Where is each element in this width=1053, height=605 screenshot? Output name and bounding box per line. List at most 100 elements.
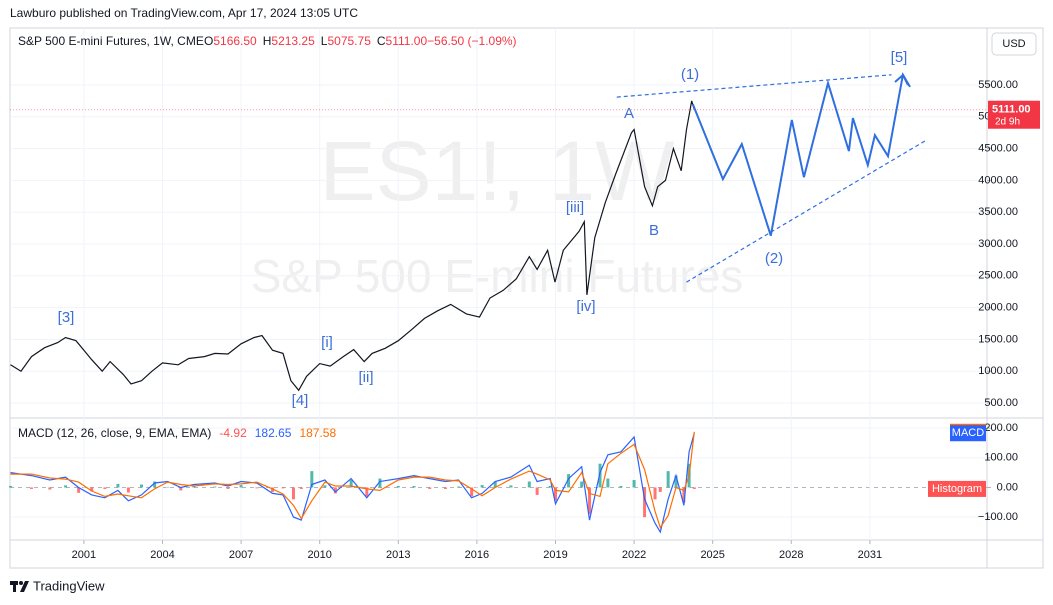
price-line xyxy=(10,100,695,392)
histogram-bar xyxy=(226,487,230,489)
histogram-bar xyxy=(396,485,400,488)
footer-brand: TradingView xyxy=(33,578,105,593)
histogram-bar xyxy=(412,485,416,488)
y-tick-label: 5500.00 xyxy=(978,79,1018,91)
histogram-bar xyxy=(126,487,130,493)
histogram-bar xyxy=(666,471,670,488)
y-tick-label: 4500.00 xyxy=(978,142,1018,154)
x-tick-label: 2028 xyxy=(779,549,803,561)
histogram-bar xyxy=(553,487,557,501)
arrow-head xyxy=(894,73,909,86)
x-tick-label: 2010 xyxy=(307,549,331,561)
histogram-bar xyxy=(77,487,81,493)
histogram-bar xyxy=(64,485,68,488)
histogram-bar xyxy=(48,487,52,490)
x-tick-label: 2019 xyxy=(543,549,567,561)
projection-line xyxy=(691,71,911,237)
ohlc-key: C xyxy=(377,34,386,48)
y-tick-label: 3000.00 xyxy=(978,238,1018,250)
histogram-bar xyxy=(323,485,327,488)
histogram-bar xyxy=(271,487,275,492)
histogram-bar xyxy=(535,487,539,495)
ohlc-key: L xyxy=(321,34,328,48)
histogram-bar xyxy=(480,485,484,488)
histogram-bar xyxy=(470,487,474,497)
wave-label: (1) xyxy=(681,66,699,83)
y-tick-label: 2000.00 xyxy=(978,301,1018,313)
wave-label: A xyxy=(624,105,634,122)
histogram-bar xyxy=(153,481,157,488)
ohlc-value: 5166.50 xyxy=(213,34,257,48)
last-price-box xyxy=(988,100,1040,129)
histogram-bar xyxy=(140,484,144,488)
wave-label: [iv] xyxy=(576,298,595,315)
histogram-bar xyxy=(567,474,571,488)
wave-label: [iii] xyxy=(566,199,584,216)
histogram-bar xyxy=(692,487,696,489)
histogram-bar xyxy=(588,487,592,515)
histogram-bar xyxy=(90,487,94,492)
y-tick-label: 2500.00 xyxy=(978,270,1018,282)
y-tick-label: 500.00 xyxy=(984,397,1018,409)
macd-line xyxy=(10,431,695,529)
histogram-bar xyxy=(29,487,33,489)
histogram-bar xyxy=(682,487,686,503)
x-tick-label: 2022 xyxy=(622,549,646,561)
histogram-bar xyxy=(632,480,636,488)
watermark-symbol: ES1!, 1W xyxy=(320,124,675,218)
histogram-bar xyxy=(378,478,382,488)
histogram-bar xyxy=(192,485,196,488)
y-tick-label: −100.00 xyxy=(978,511,1018,523)
x-tick-label: 2001 xyxy=(72,549,96,561)
histogram-bar xyxy=(9,485,13,488)
macd-legend-value: -4.92 xyxy=(219,426,247,440)
histogram-bar xyxy=(527,481,531,488)
wave-label: B xyxy=(649,222,659,239)
ohlc-value: 5111.00 xyxy=(386,34,428,48)
histogram-bar xyxy=(598,463,602,488)
currency-label[interactable]: USD xyxy=(1002,38,1025,50)
last-price-label: 5111.00 xyxy=(992,104,1031,116)
x-tick-label: 2025 xyxy=(700,549,724,561)
ohlc-value: 5075.75 xyxy=(327,34,371,48)
series-axis-box xyxy=(950,425,986,442)
histogram-bar xyxy=(606,478,610,488)
macd-line xyxy=(10,433,695,534)
histogram-bar xyxy=(166,486,170,488)
plot-area: 500.00 1000.00 1500.00 2000.00 2500.00 3000.0… xyxy=(9,28,1040,561)
y-tick-label: 3500.00 xyxy=(978,206,1018,218)
histogram-bar xyxy=(674,475,678,488)
x-tick-label: 2016 xyxy=(465,549,489,561)
histogram-bar xyxy=(493,481,497,488)
histogram-bar xyxy=(643,487,647,518)
series-axis-box xyxy=(928,480,986,497)
ohlc-value: −56.50 (−1.09%) xyxy=(427,34,516,48)
macd-legend-value: 182.65 xyxy=(255,426,292,440)
histogram-bar xyxy=(299,487,303,489)
histogram-bar xyxy=(365,487,369,497)
histogram-bar xyxy=(333,487,337,494)
trend-line xyxy=(616,74,892,98)
wave-label: [i] xyxy=(321,334,333,351)
legend-title: S&P 500 E-mini Futures, 1W, CME xyxy=(18,34,204,48)
histogram-bar xyxy=(255,487,259,489)
x-tick-label: 2031 xyxy=(858,549,882,561)
histogram-bar xyxy=(349,480,353,488)
ohlc-key: H xyxy=(263,34,272,48)
histogram-bar xyxy=(619,485,623,488)
histogram-bar xyxy=(116,483,120,488)
histogram-bar xyxy=(457,486,461,488)
frame xyxy=(9,27,1044,569)
series-axis-label: MACD xyxy=(952,427,984,439)
currency-button[interactable] xyxy=(991,32,1037,56)
ohlc-legend: O5166.50 H5213.25 L5075.75 C5111.00−56.50 (… xyxy=(204,34,517,48)
macd-legend: MACD (12, 26, close, 9, EMA, EMA) -4.92 18… xyxy=(18,426,336,440)
y-tick-label: 1000.00 xyxy=(978,365,1018,377)
wave-label: [4] xyxy=(292,392,309,409)
histogram-bar xyxy=(239,485,243,488)
histogram-bar xyxy=(509,485,513,488)
ohlc-key: O xyxy=(204,34,213,48)
histogram-bar xyxy=(428,487,432,489)
histogram-bar xyxy=(548,485,552,488)
